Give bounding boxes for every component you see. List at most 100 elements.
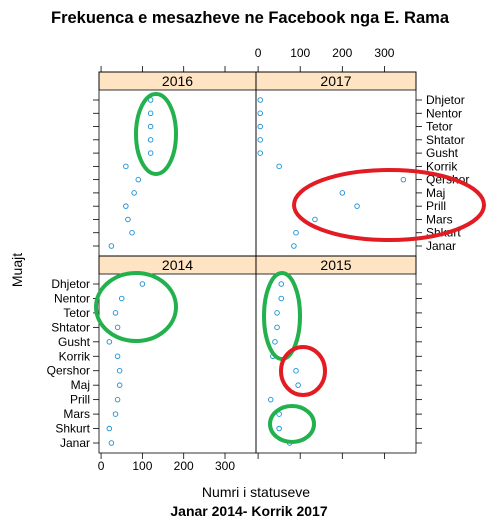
data-point-2017-Qershor bbox=[400, 176, 407, 183]
data-point-2016-Janar bbox=[108, 243, 115, 249]
panel-2015: 2015 bbox=[255, 255, 417, 454]
panel-2017: 2017 bbox=[255, 71, 417, 257]
x-axis-title: Numri i statuseve bbox=[202, 484, 310, 500]
panel-strip-label-2015: 2015 bbox=[320, 257, 351, 273]
y-tick-label-left-Maj: Maj bbox=[71, 378, 90, 392]
data-point-2017-Nentor bbox=[257, 110, 263, 117]
data-point-2016-Qershor bbox=[135, 176, 141, 183]
y-tick-label-right-Prill: Prill bbox=[426, 199, 446, 213]
panels-group: 2014 2015 2016 2017 bbox=[98, 71, 417, 454]
data-point-2017-Dhjetor bbox=[257, 97, 263, 103]
y-tick-label-right-Maj: Maj bbox=[426, 186, 445, 200]
chart-subtitle: Janar 2014- Korrik 2017 bbox=[170, 503, 327, 519]
y-tick-label-right-Gusht: Gusht bbox=[426, 146, 459, 160]
y-tick-label-left-Korrik: Korrik bbox=[59, 349, 91, 363]
data-point-2017-Shkurt bbox=[293, 229, 299, 236]
data-point-2014-Mars bbox=[112, 411, 119, 417]
data-point-2015-Shkurt bbox=[276, 425, 282, 432]
data-point-2014-Nentor bbox=[118, 295, 125, 302]
data-point-2016-Korrik bbox=[123, 163, 129, 170]
chart-title: Frekuenca e mesazheve ne Facebook nga E.… bbox=[51, 9, 450, 27]
highlight-ellipse-2015-lower bbox=[268, 404, 316, 444]
panel-2016: 2016 bbox=[98, 71, 257, 257]
data-point-2014-Janar bbox=[108, 440, 115, 446]
panel-strip-label-2016: 2016 bbox=[162, 73, 193, 89]
y-axis-title: Muajt bbox=[9, 253, 25, 287]
data-point-2017-Korrik bbox=[276, 163, 282, 170]
x-tick-label-top-0: 0 bbox=[255, 46, 262, 60]
x-tick-label-bottom-300: 300 bbox=[215, 459, 235, 473]
panel-strip-label-2014: 2014 bbox=[162, 257, 193, 273]
y-tick-label-right-Dhjetor: Dhjetor bbox=[426, 93, 465, 107]
data-point-2017-Prill bbox=[354, 203, 360, 209]
y-tick-label-left-Prill: Prill bbox=[70, 393, 90, 407]
y-tick-label-left-Nentor: Nentor bbox=[54, 291, 90, 305]
data-point-2016-Tetor bbox=[147, 123, 154, 130]
data-point-2015-Shtator bbox=[274, 324, 280, 331]
panel-strip-label-2017: 2017 bbox=[320, 73, 351, 89]
data-point-2017-Maj bbox=[339, 190, 346, 196]
data-point-2016-Shkurt bbox=[129, 229, 135, 236]
data-point-2015-Nentor bbox=[278, 295, 285, 302]
y-tick-label-left-Shtator: Shtator bbox=[51, 320, 90, 334]
data-point-2017-Mars bbox=[312, 216, 318, 223]
data-point-2014-Tetor bbox=[112, 310, 119, 316]
data-point-2016-Shtator bbox=[147, 137, 154, 143]
data-point-2014-Dhjetor bbox=[139, 281, 146, 287]
x-tick-label-bottom-0: 0 bbox=[98, 459, 105, 473]
data-point-2015-Gusht bbox=[272, 339, 278, 345]
y-tick-label-right-Nentor: Nentor bbox=[426, 106, 462, 120]
data-point-2017-Janar bbox=[291, 243, 297, 249]
y-tick-label-left-Gusht: Gusht bbox=[58, 335, 91, 349]
data-point-2014-Korrik bbox=[114, 353, 121, 360]
x-tick-label-top-100: 100 bbox=[290, 46, 310, 60]
panel-border-2016 bbox=[98, 71, 257, 257]
x-tick-label-bottom-100: 100 bbox=[132, 459, 152, 473]
y-tick-label-left-Qershor: Qershor bbox=[47, 364, 90, 378]
data-point-2016-Mars bbox=[125, 216, 131, 223]
data-point-2014-Qershor bbox=[116, 367, 123, 374]
data-point-2015-Mars bbox=[276, 411, 282, 417]
data-point-2014-Shtator bbox=[114, 324, 121, 331]
y-tick-label-left-Mars: Mars bbox=[63, 407, 90, 421]
y-tick-label-left-Dhjetor: Dhjetor bbox=[51, 277, 90, 291]
data-point-2014-Prill bbox=[114, 396, 121, 403]
y-tick-label-left-Janar: Janar bbox=[60, 436, 90, 450]
y-tick-label-right-Shtator: Shtator bbox=[426, 133, 465, 147]
data-point-2017-Gusht bbox=[257, 150, 263, 156]
data-point-2016-Prill bbox=[123, 203, 129, 209]
data-point-2014-Maj bbox=[116, 382, 123, 388]
data-point-2015-Tetor bbox=[274, 310, 280, 316]
data-point-2016-Nentor bbox=[147, 110, 154, 117]
highlight-ellipse-2015-mid bbox=[279, 345, 327, 397]
panel-2014: 2014 bbox=[98, 255, 257, 454]
panel-border-2017 bbox=[255, 71, 417, 257]
panel-border-2014 bbox=[98, 255, 257, 454]
x-tick-label-top-300: 300 bbox=[374, 46, 394, 60]
axes-group: JanarJanarShkurtShkurtMarsMarsPrillPrill… bbox=[47, 46, 470, 473]
data-point-2014-Gusht bbox=[106, 339, 113, 345]
data-point-2017-Shtator bbox=[257, 137, 263, 143]
data-point-2014-Shkurt bbox=[106, 425, 113, 432]
data-point-2015-Qershor bbox=[293, 367, 299, 374]
data-point-2016-Maj bbox=[131, 190, 137, 196]
highlight-ellipse-2016 bbox=[134, 92, 178, 176]
data-point-2016-Gusht bbox=[147, 150, 154, 156]
data-point-2017-Tetor bbox=[257, 123, 263, 130]
y-tick-label-left-Tetor: Tetor bbox=[63, 306, 90, 320]
y-tick-label-right-Janar: Janar bbox=[426, 239, 456, 253]
data-point-2015-Prill bbox=[267, 396, 274, 403]
x-tick-label-bottom-200: 200 bbox=[174, 459, 194, 473]
data-point-2016-Dhjetor bbox=[147, 97, 154, 103]
y-tick-label-right-Korrik: Korrik bbox=[426, 159, 458, 173]
highlight-ellipse-2014 bbox=[94, 271, 178, 343]
highlight-ellipse-2017 bbox=[292, 168, 486, 242]
annotation-ellipses bbox=[94, 92, 486, 444]
data-point-2015-Dhjetor bbox=[278, 281, 285, 287]
y-tick-label-right-Mars: Mars bbox=[426, 212, 453, 226]
y-tick-label-left-Shkurt: Shkurt bbox=[55, 422, 90, 436]
data-point-2015-Maj bbox=[295, 382, 301, 388]
y-tick-label-right-Tetor: Tetor bbox=[426, 120, 453, 134]
x-tick-label-top-200: 200 bbox=[332, 46, 352, 60]
